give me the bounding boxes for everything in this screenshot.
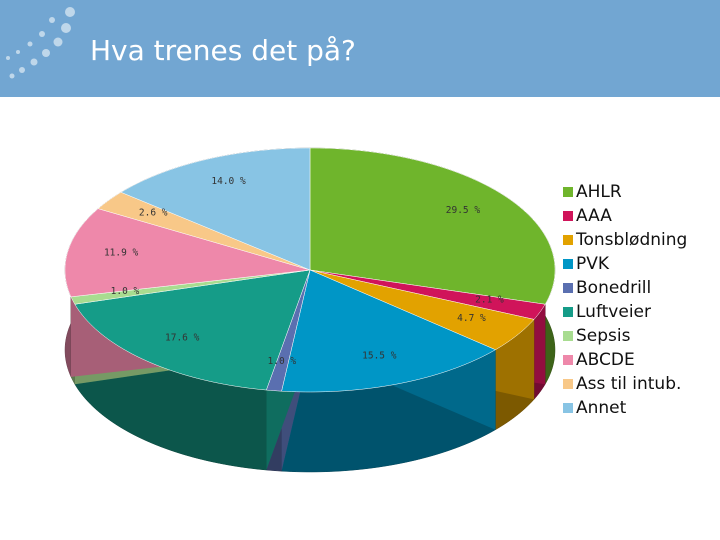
slice [309, 147, 556, 305]
decoration-dots [6, 7, 75, 79]
data-label: 1.0 % [268, 356, 297, 367]
legend-swatch [563, 283, 573, 293]
data-label: 17.6 % [165, 333, 200, 344]
legend-swatch [563, 211, 573, 221]
slice [64, 208, 311, 298]
data-label: 4.7 % [457, 313, 486, 324]
legend-label: Annet [576, 398, 627, 418]
slice [120, 147, 311, 271]
slice [97, 192, 311, 271]
data-label: 1.0 % [111, 286, 140, 297]
data-label: 2.1 % [475, 295, 504, 306]
data-label: 15.5 % [362, 351, 397, 362]
legend-label: Bonedrill [576, 278, 651, 298]
legend-label: Sepsis [576, 326, 631, 346]
legend-label: Ass til intub. [576, 374, 681, 394]
legend-label: Luftveier [576, 302, 651, 322]
legend-label: ABCDE [576, 350, 635, 370]
legend-label: Tonsblødning [575, 230, 687, 250]
slide-title: Hva trenes det på? [90, 34, 356, 67]
legend-swatch [563, 379, 573, 389]
data-label: 14.0 % [211, 176, 246, 187]
slice-tops [64, 147, 556, 393]
legend-label: AAA [576, 206, 612, 226]
legend-swatch [563, 403, 573, 413]
data-label: 11.9 % [104, 248, 139, 259]
legend-swatch [563, 355, 573, 365]
legend-swatch [563, 259, 573, 269]
legend-label: AHLR [576, 182, 622, 202]
header-band [0, 0, 720, 97]
legend-swatch [563, 307, 573, 317]
data-label: 2.6 % [139, 208, 168, 219]
legend-swatch [563, 235, 573, 245]
slice-labels: 29.5 % 2.1 % 4.7 % 15.5 % 1.0 % 17.6 % 1.0 % 11… [104, 176, 504, 367]
data-label: 29.5 % [446, 205, 481, 216]
slice [74, 269, 311, 391]
legend-swatch [563, 187, 573, 197]
slice [309, 269, 535, 351]
legend-label: PVK [576, 254, 610, 274]
legend-swatch [563, 331, 573, 341]
slice [281, 269, 496, 393]
slice [309, 269, 546, 320]
